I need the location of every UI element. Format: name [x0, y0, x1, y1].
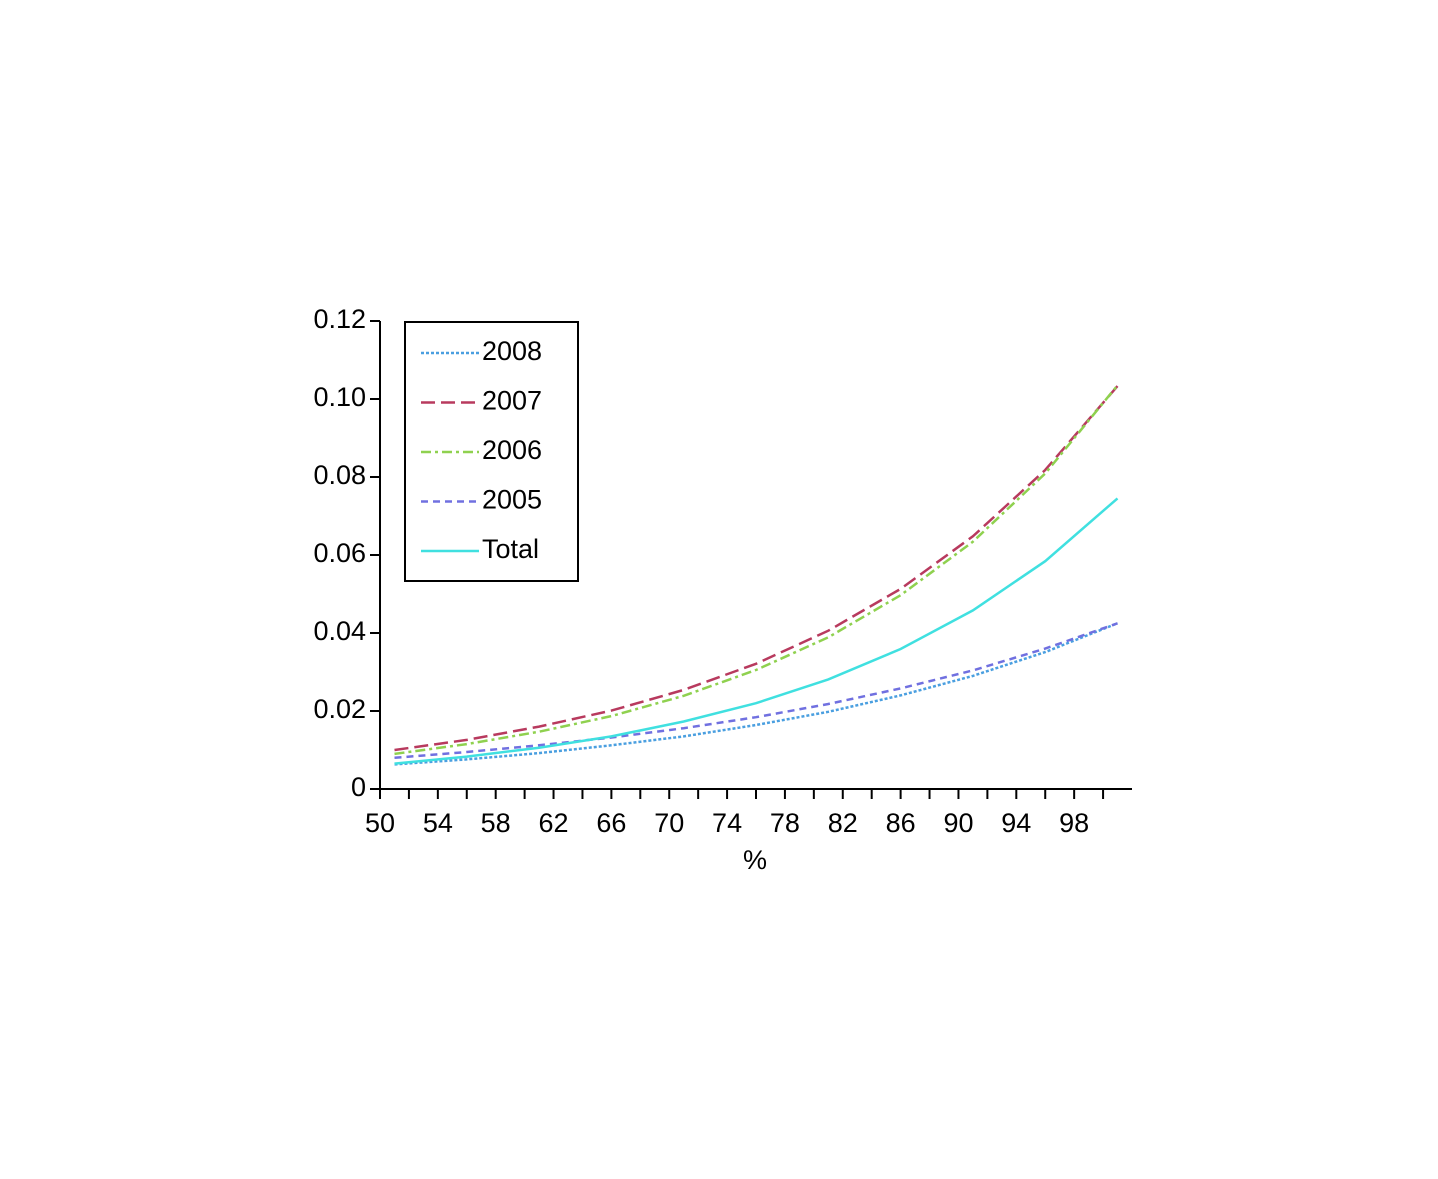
x-tick-label: 58	[481, 808, 511, 838]
x-tick-label: 74	[712, 808, 742, 838]
series-line	[394, 622, 1118, 760]
x-tick-label: 98	[1059, 808, 1089, 838]
y-tick-label: 0.10	[313, 382, 366, 412]
y-tick-label: 0.12	[313, 304, 366, 334]
legend-box	[404, 321, 579, 582]
x-tick-label: 86	[886, 808, 916, 838]
y-tick-label: 0.04	[313, 616, 366, 646]
legend-label: 2008	[482, 336, 542, 366]
legend-label: 2006	[482, 435, 542, 465]
x-tick-label: 70	[654, 808, 684, 838]
x-tick-label: 50	[365, 808, 395, 838]
y-tick-label: 0.06	[313, 538, 366, 568]
x-tick-label: 82	[828, 808, 858, 838]
x-tick-label: 62	[539, 808, 569, 838]
x-tick-label: 90	[943, 808, 973, 838]
y-tick-label: 0	[351, 772, 366, 802]
y-tick-label: 0.08	[313, 460, 366, 490]
x-axis-label: %	[743, 845, 767, 875]
x-tick-label: 94	[1001, 808, 1031, 838]
series-line	[394, 622, 1118, 766]
legend-label: 2005	[482, 485, 542, 515]
x-tick-label: 78	[770, 808, 800, 838]
series-line	[394, 497, 1119, 765]
x-tick-label: 66	[596, 808, 626, 838]
legend-label: Total	[482, 534, 539, 564]
y-tick-label: 0.02	[313, 694, 366, 724]
series-line	[394, 385, 1119, 752]
legend-label: 2007	[482, 386, 542, 416]
series-line	[394, 384, 1119, 756]
x-tick-label: 54	[423, 808, 453, 838]
